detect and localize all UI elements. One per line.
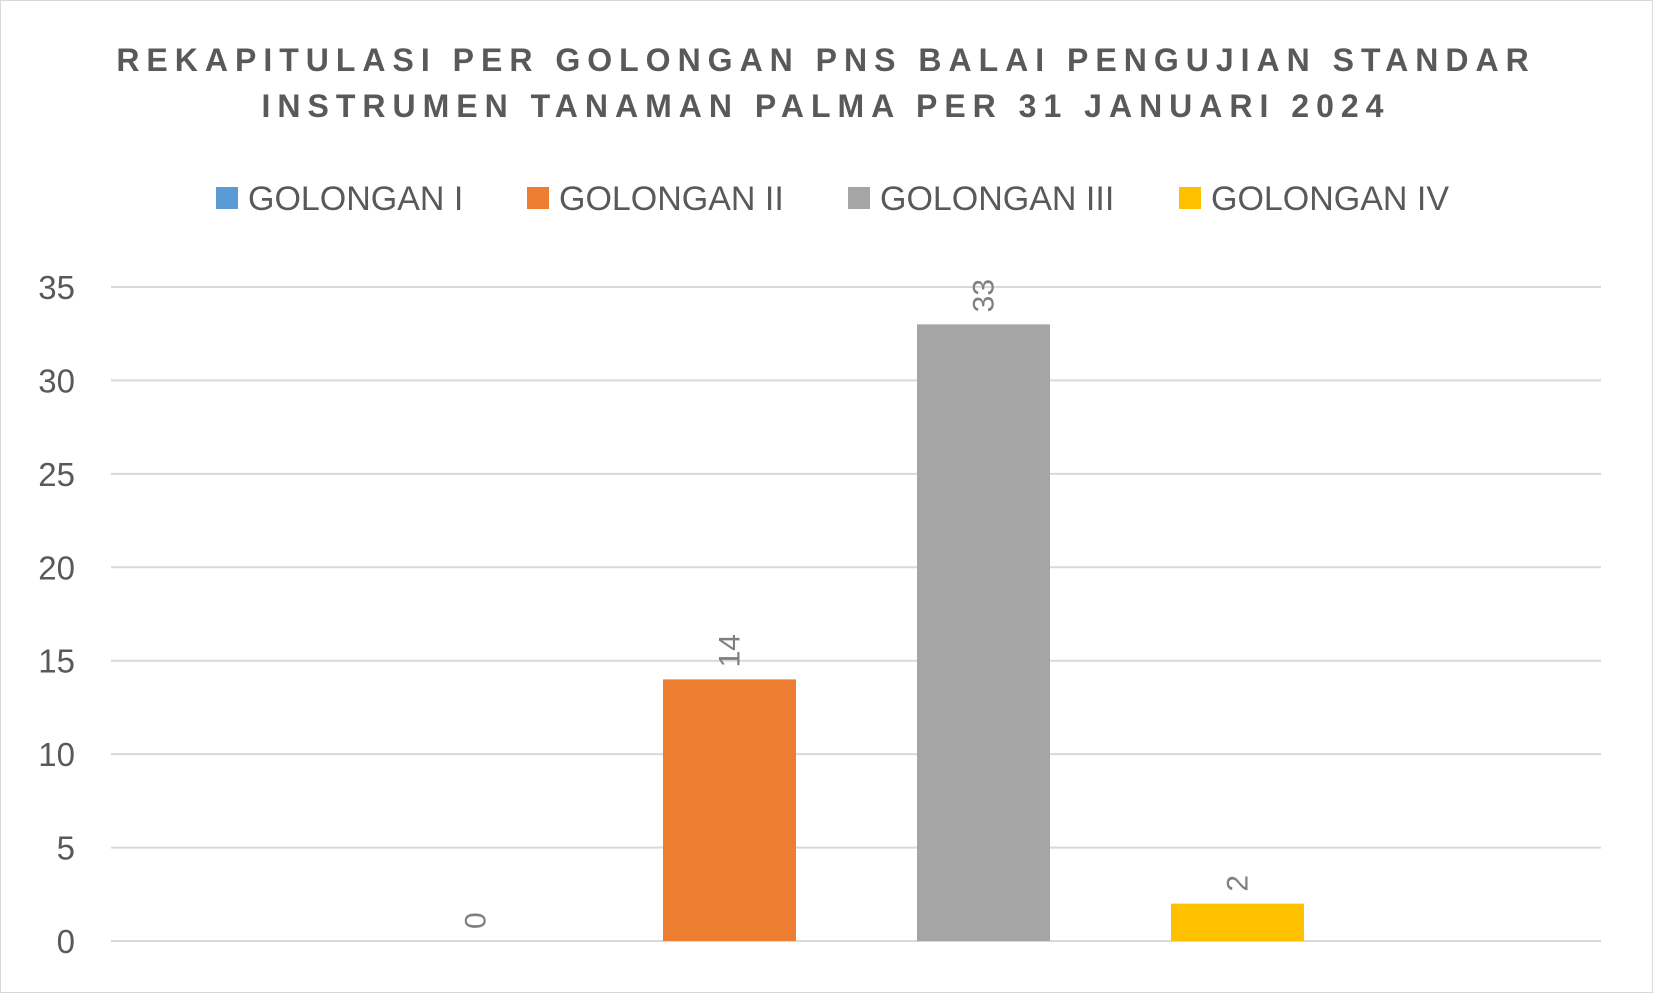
legend: GOLONGAN I GOLONGAN II GOLONGAN III GOLONGA… bbox=[216, 180, 1449, 218]
chart-title-line-2: INSTRUMEN TANAMAN PALMA PER 31 JANUARI 2… bbox=[262, 88, 1391, 124]
chart-title: REKAPITULASI PER GOLONGAN PNS BALAI PENG… bbox=[116, 42, 1535, 124]
y-tick-label-0: 0 bbox=[57, 923, 75, 960]
data-label-golongan-iv: 2 bbox=[1222, 875, 1255, 892]
data-label-golongan-i: 0 bbox=[460, 912, 493, 929]
y-tick-label-35: 35 bbox=[38, 269, 75, 306]
y-tick-label-15: 15 bbox=[38, 643, 75, 680]
legend-label-golongan-iv: GOLONGAN IV bbox=[1211, 180, 1449, 218]
chart-title-line-1: REKAPITULASI PER GOLONGAN PNS BALAI PENG… bbox=[116, 42, 1535, 78]
y-tick-label-30: 30 bbox=[38, 362, 75, 399]
legend-label-golongan-i: GOLONGAN I bbox=[248, 180, 463, 218]
gridlines bbox=[111, 286, 1601, 942]
legend-swatch-golongan-i bbox=[216, 187, 238, 209]
data-label-golongan-ii: 14 bbox=[714, 634, 747, 667]
legend-label-golongan-iii: GOLONGAN III bbox=[880, 180, 1114, 218]
legend-label-golongan-ii: GOLONGAN II bbox=[559, 180, 784, 218]
y-tick-label-5: 5 bbox=[57, 830, 75, 867]
y-tick-label-20: 20 bbox=[38, 549, 75, 586]
legend-swatch-golongan-iv bbox=[1179, 187, 1201, 209]
data-label-golongan-iii: 33 bbox=[968, 279, 1001, 312]
bars bbox=[663, 324, 1304, 941]
legend-swatch-golongan-ii bbox=[527, 187, 549, 209]
bar-golongan-iii bbox=[917, 324, 1050, 941]
y-tick-label-10: 10 bbox=[38, 736, 75, 773]
y-tick-label-25: 25 bbox=[38, 456, 75, 493]
data-labels: 0 14 33 2 bbox=[460, 279, 1255, 929]
bar-golongan-iv bbox=[1171, 903, 1304, 941]
bar-golongan-ii bbox=[663, 679, 796, 941]
y-axis: 0 5 10 15 20 25 30 35 bbox=[38, 269, 75, 960]
legend-swatch-golongan-iii bbox=[848, 187, 870, 209]
